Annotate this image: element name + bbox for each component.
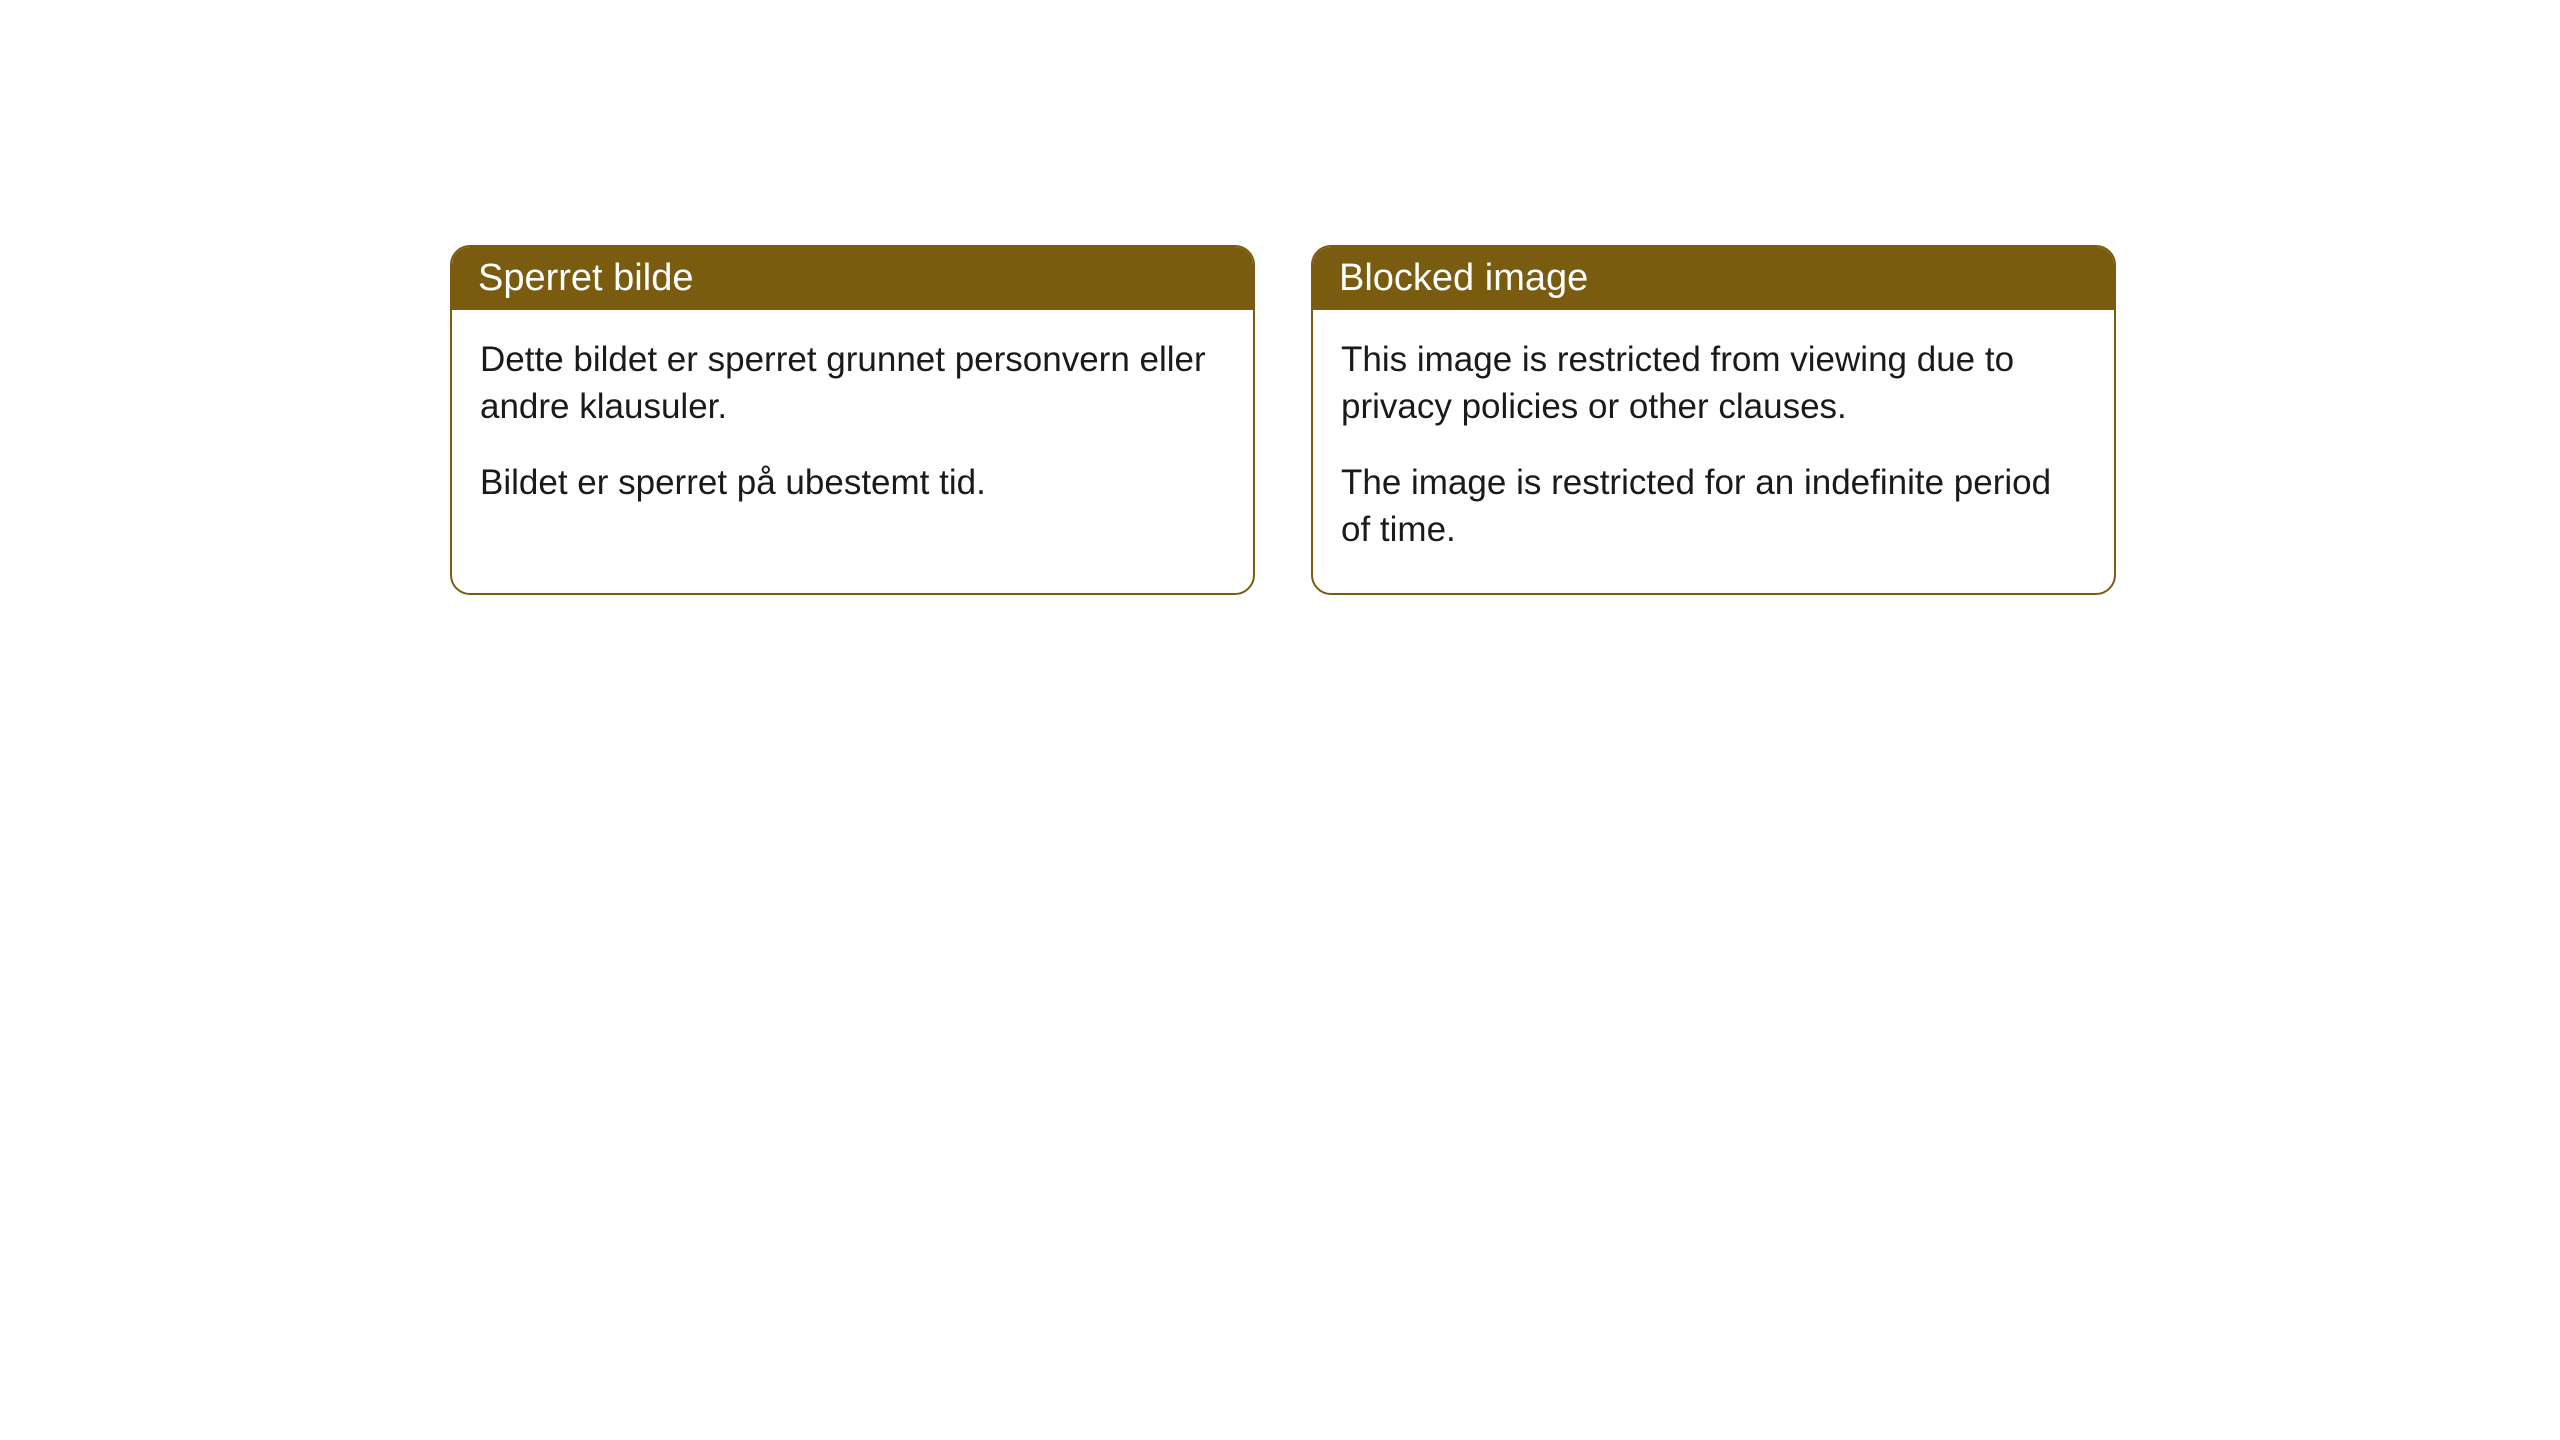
card-body-english: This image is restricted from viewing du…	[1313, 310, 2114, 593]
notice-paragraph-2-english: The image is restricted for an indefinit…	[1341, 459, 2086, 554]
blocked-image-card-english: Blocked image This image is restricted f…	[1311, 245, 2116, 595]
notice-paragraph-1-norwegian: Dette bildet er sperret grunnet personve…	[480, 336, 1225, 431]
notice-paragraph-1-english: This image is restricted from viewing du…	[1341, 336, 2086, 431]
notice-paragraph-2-norwegian: Bildet er sperret på ubestemt tid.	[480, 459, 1225, 506]
card-header-norwegian: Sperret bilde	[452, 247, 1253, 310]
card-header-english: Blocked image	[1313, 247, 2114, 310]
notice-cards-container: Sperret bilde Dette bildet er sperret gr…	[450, 245, 2116, 595]
card-body-norwegian: Dette bildet er sperret grunnet personve…	[452, 310, 1253, 546]
blocked-image-card-norwegian: Sperret bilde Dette bildet er sperret gr…	[450, 245, 1255, 595]
